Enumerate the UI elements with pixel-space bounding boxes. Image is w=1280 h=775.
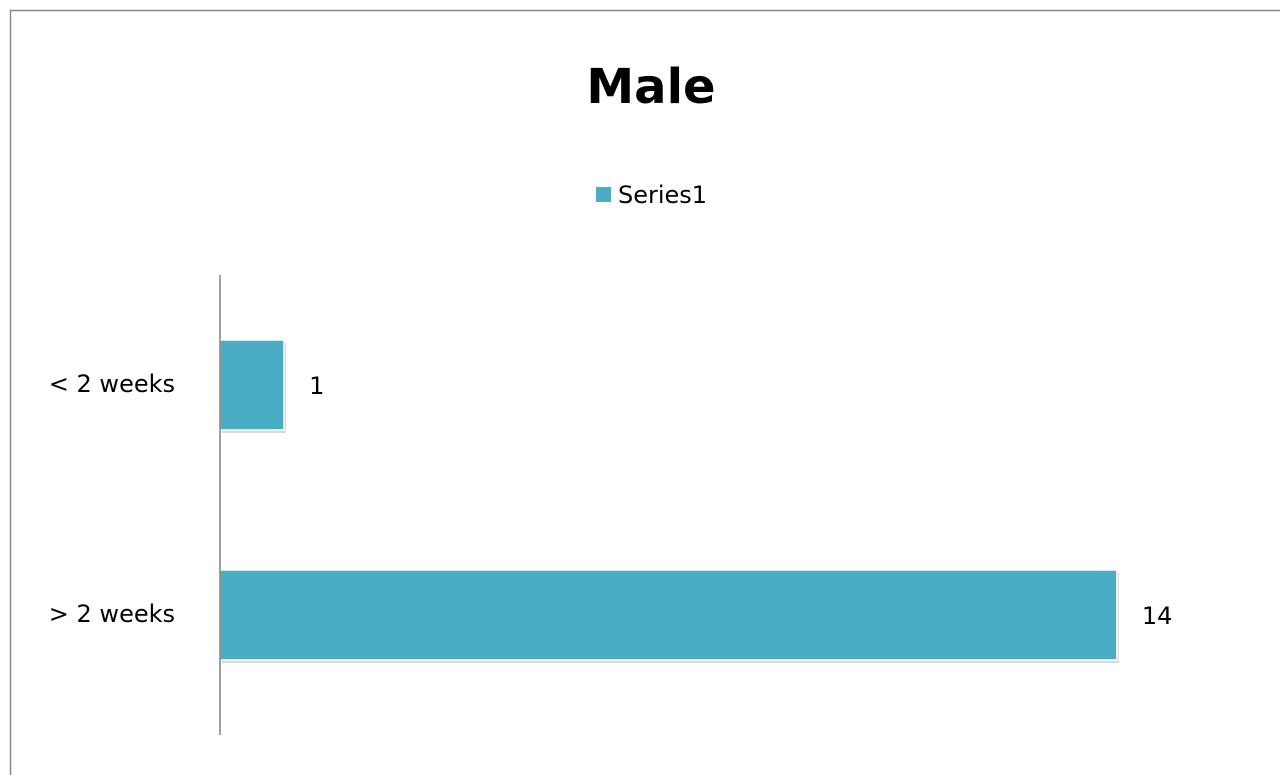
y-tick-label: > 2 weeks — [49, 600, 175, 628]
chart-title: Male — [586, 59, 715, 115]
legend-label: Series1 — [618, 181, 707, 209]
y-tick-label: < 2 weeks — [49, 370, 175, 398]
bar — [219, 569, 1118, 661]
bar — [219, 339, 285, 431]
data-label: 14 — [1142, 602, 1173, 630]
data-label: 1 — [309, 372, 324, 400]
legend-swatch — [596, 187, 611, 202]
